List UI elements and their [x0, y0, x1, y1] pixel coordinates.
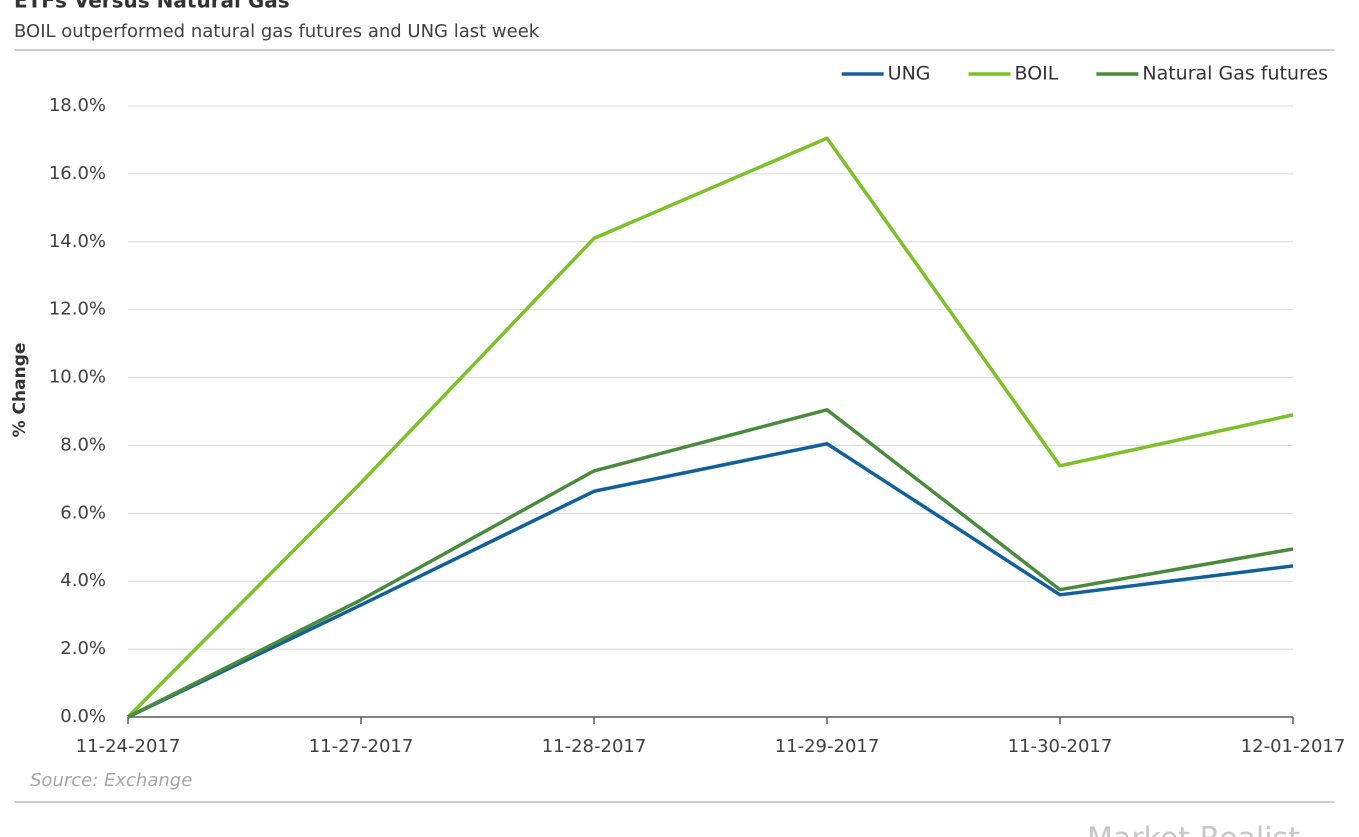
y-tick-label: 8.0%: [60, 434, 106, 455]
y-tick-label: 2.0%: [60, 638, 106, 659]
y-tick-label: 0.0%: [60, 706, 106, 727]
x-tick-label: 11-30-2017: [1008, 736, 1113, 757]
y-tick-label: 18.0%: [49, 95, 106, 116]
x-tick-label: 11-28-2017: [542, 736, 647, 757]
series-line: [127, 408, 1294, 719]
legend-label: Natural Gas futures: [1142, 63, 1328, 85]
y-tick-label: 12.0%: [49, 299, 106, 320]
source: Source: Exchange: [30, 770, 192, 791]
y-tick-label: 6.0%: [60, 502, 106, 523]
legend-label: UNG: [888, 63, 931, 85]
chart-title: ETFs Versus Natural Gas: [14, 0, 290, 13]
y-tick-label: 14.0%: [49, 231, 106, 252]
chart-subtitle: BOIL outperformed natural gas futures an…: [14, 21, 540, 42]
series-line: [126, 136, 1294, 719]
series-line: [127, 441, 1294, 719]
y-tick-label: 4.0%: [60, 570, 106, 591]
x-tick-label: 11-27-2017: [309, 736, 414, 757]
watermark: Market Realist: [1087, 822, 1300, 837]
y-axis-label: % Change: [10, 343, 30, 438]
y-tick-label: 16.0%: [49, 163, 106, 184]
legend-label: BOIL: [1015, 63, 1059, 85]
x-tick-label: 11-29-2017: [775, 736, 880, 757]
y-tick-label: 10.0%: [49, 367, 106, 388]
x-tick-label: 12-01-2017: [1241, 736, 1346, 757]
x-tick-label: 11-24-2017: [76, 736, 181, 757]
